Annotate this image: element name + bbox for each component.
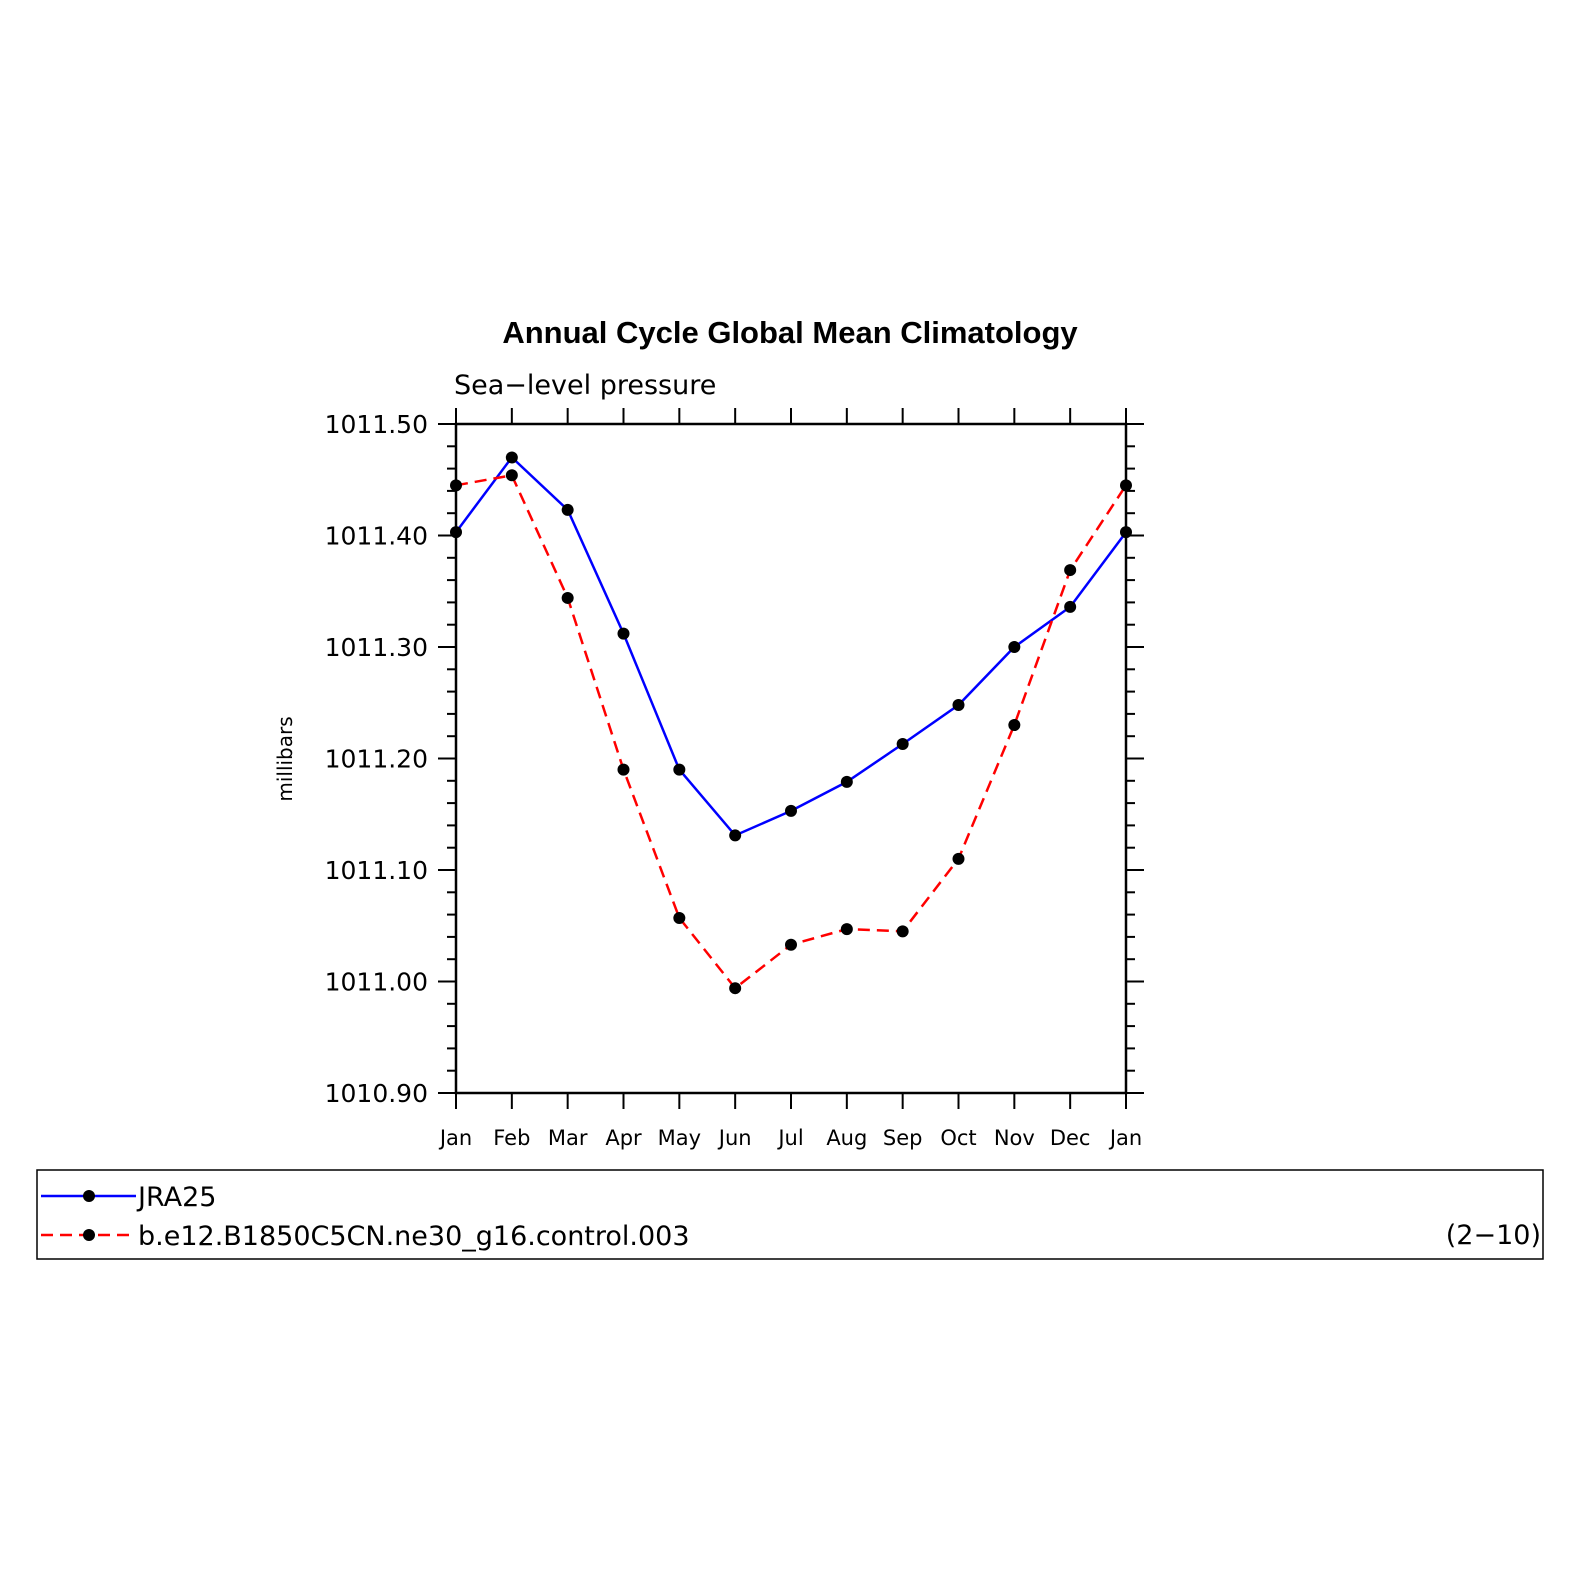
series-0-point xyxy=(952,698,965,711)
y-tick-label: 1011.30 xyxy=(325,633,428,662)
series-0-point xyxy=(785,804,797,817)
series-1-point xyxy=(673,911,686,924)
x-tick-label: Nov xyxy=(994,1126,1035,1150)
series-1-point xyxy=(617,763,630,776)
series-1-point xyxy=(1120,479,1132,492)
y-tick-label: 1011.50 xyxy=(325,410,428,439)
series-1-point xyxy=(896,925,909,938)
x-tick-label: Jun xyxy=(717,1126,752,1150)
x-tick-label: May xyxy=(658,1126,701,1150)
legend-label-0: JRA25 xyxy=(136,1182,216,1213)
x-tick-label: Mar xyxy=(548,1126,588,1150)
series-1-point xyxy=(785,938,797,951)
series-0-point xyxy=(673,763,686,776)
series-0-point xyxy=(896,738,909,751)
series-0-point xyxy=(1120,526,1132,539)
series-1-point xyxy=(1008,719,1021,732)
legend: (2−10) JRA25 b.e12.B1850C5CN.ne30_g16.con… xyxy=(36,1169,1544,1260)
x-tick-label: Jul xyxy=(776,1126,803,1150)
series-0-point xyxy=(450,526,462,539)
series-1-point xyxy=(1064,564,1077,577)
series-0-point xyxy=(561,503,574,516)
plot-frame xyxy=(454,422,1128,1095)
y-tick-label: 1011.20 xyxy=(325,745,428,774)
chart-title: Annual Cycle Global Mean Climatology xyxy=(502,315,1078,350)
series-line-0 xyxy=(454,455,1128,837)
legend-note: (2−10) xyxy=(1446,1220,1541,1251)
series-line-1 xyxy=(455,473,1128,990)
chart-subtitle: Sea−level pressure xyxy=(454,370,716,401)
x-tick-label: Jan xyxy=(438,1126,472,1150)
series-layer xyxy=(450,451,1132,995)
x-tick-label: Aug xyxy=(826,1126,867,1150)
series-0-point xyxy=(840,775,853,788)
y-axis-label: millibars xyxy=(273,716,297,801)
series-0-point xyxy=(729,829,742,842)
x-tick-label: Dec xyxy=(1050,1126,1091,1150)
series-1-point xyxy=(561,591,574,604)
series-0-point xyxy=(1064,600,1077,613)
legend-marker-0 xyxy=(83,1190,95,1202)
legend-box xyxy=(36,1169,1544,1260)
x-tick-label: Feb xyxy=(493,1126,530,1150)
legend-label-1: b.e12.B1850C5CN.ne30_g16.control.003 xyxy=(138,1221,690,1252)
x-tick-label: Oct xyxy=(940,1126,976,1150)
y-tick-label: 1011.40 xyxy=(325,522,428,551)
series-0-point xyxy=(1008,641,1021,653)
legend-marker-1 xyxy=(83,1229,95,1241)
y-tick-label: 1011.00 xyxy=(325,968,428,997)
series-0-point xyxy=(617,627,630,640)
x-tick-label: Jan xyxy=(1108,1126,1142,1150)
x-tick-label: Apr xyxy=(605,1126,642,1150)
series-1-point xyxy=(952,852,965,865)
series-1-point xyxy=(450,479,462,492)
series-1-point xyxy=(505,469,518,482)
axes: 1010.90 1011.00 1011.10 1011.20 1011.30 1011.… xyxy=(325,408,1144,1150)
series-1-point xyxy=(840,923,853,936)
y-tick-label: 1010.90 xyxy=(325,1079,428,1108)
y-tick-label: 1011.10 xyxy=(325,856,428,885)
series-1-point xyxy=(729,982,742,995)
series-0-point xyxy=(505,451,518,464)
x-tick-label: Sep xyxy=(883,1126,923,1150)
